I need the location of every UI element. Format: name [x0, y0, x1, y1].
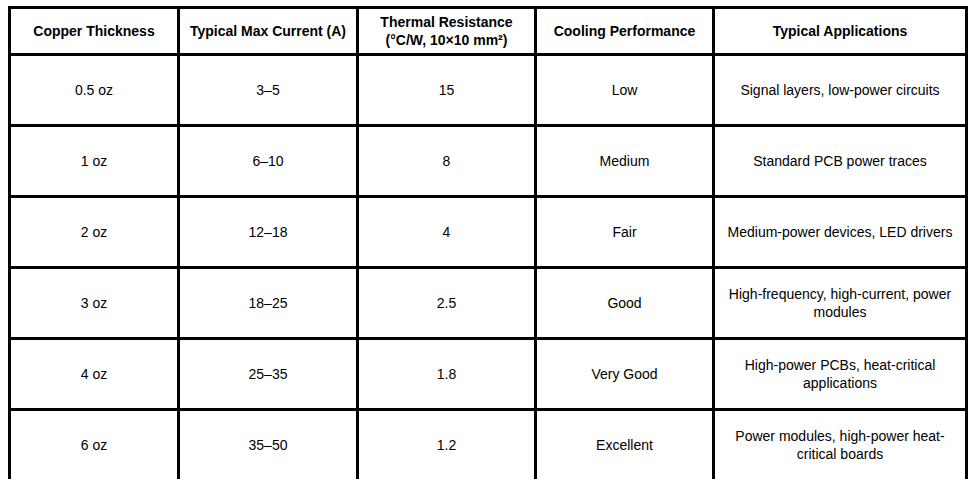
table-cell: Standard PCB power traces — [714, 126, 967, 197]
table-cell: 1.2 — [358, 410, 536, 479]
table-cell: 3 oz — [10, 268, 179, 339]
table-cell: 2 oz — [10, 197, 179, 268]
table-row: 0.5 oz3–515LowSignal layers, low-power c… — [10, 55, 967, 126]
table-cell: 8 — [358, 126, 536, 197]
table-row: 6 oz35–501.2ExcellentPower modules, high… — [10, 410, 967, 479]
header-row: Copper Thickness Typical Max Current (A)… — [10, 8, 967, 55]
column-header-thermal-resistance: Thermal Resistance (°C/W, 10×10 mm²) — [358, 8, 536, 55]
table-cell: 6 oz — [10, 410, 179, 479]
table-cell: Very Good — [536, 339, 714, 410]
table-cell: Fair — [536, 197, 714, 268]
table-row: 4 oz25–351.8Very GoodHigh-power PCBs, he… — [10, 339, 967, 410]
table-cell: Power modules, high-power heat-critical … — [714, 410, 967, 479]
table-cell: 12–18 — [179, 197, 358, 268]
table-row: 3 oz18–252.5GoodHigh-frequency, high-cur… — [10, 268, 967, 339]
page: Copper Thickness Typical Max Current (A)… — [0, 0, 973, 479]
table-cell: 3–5 — [179, 55, 358, 126]
table-cell: 1 oz — [10, 126, 179, 197]
table-row: 2 oz12–184FairMedium-power devices, LED … — [10, 197, 967, 268]
table-cell: 35–50 — [179, 410, 358, 479]
table-cell: 4 oz — [10, 339, 179, 410]
table-cell: Medium — [536, 126, 714, 197]
table-cell: 15 — [358, 55, 536, 126]
table-cell: 0.5 oz — [10, 55, 179, 126]
table-cell: 2.5 — [358, 268, 536, 339]
table-cell: 18–25 — [179, 268, 358, 339]
column-header-typical-applications: Typical Applications — [714, 8, 967, 55]
table-cell: Medium-power devices, LED drivers — [714, 197, 967, 268]
table-cell: Low — [536, 55, 714, 126]
column-header-typical-max-current: Typical Max Current (A) — [179, 8, 358, 55]
table-cell: 1.8 — [358, 339, 536, 410]
table-body: 0.5 oz3–515LowSignal layers, low-power c… — [10, 55, 967, 479]
table-cell: High-power PCBs, heat-critical applicati… — [714, 339, 967, 410]
table-cell: Signal layers, low-power circuits — [714, 55, 967, 126]
table-cell: High-frequency, high-current, power modu… — [714, 268, 967, 339]
column-header-copper-thickness: Copper Thickness — [10, 8, 179, 55]
column-header-cooling-performance: Cooling Performance — [536, 8, 714, 55]
table-cell: Good — [536, 268, 714, 339]
table-cell: Excellent — [536, 410, 714, 479]
table-cell: 6–10 — [179, 126, 358, 197]
table-row: 1 oz6–108MediumStandard PCB power traces — [10, 126, 967, 197]
copper-thickness-table: Copper Thickness Typical Max Current (A)… — [8, 6, 968, 479]
table-cell: 25–35 — [179, 339, 358, 410]
table-cell: 4 — [358, 197, 536, 268]
